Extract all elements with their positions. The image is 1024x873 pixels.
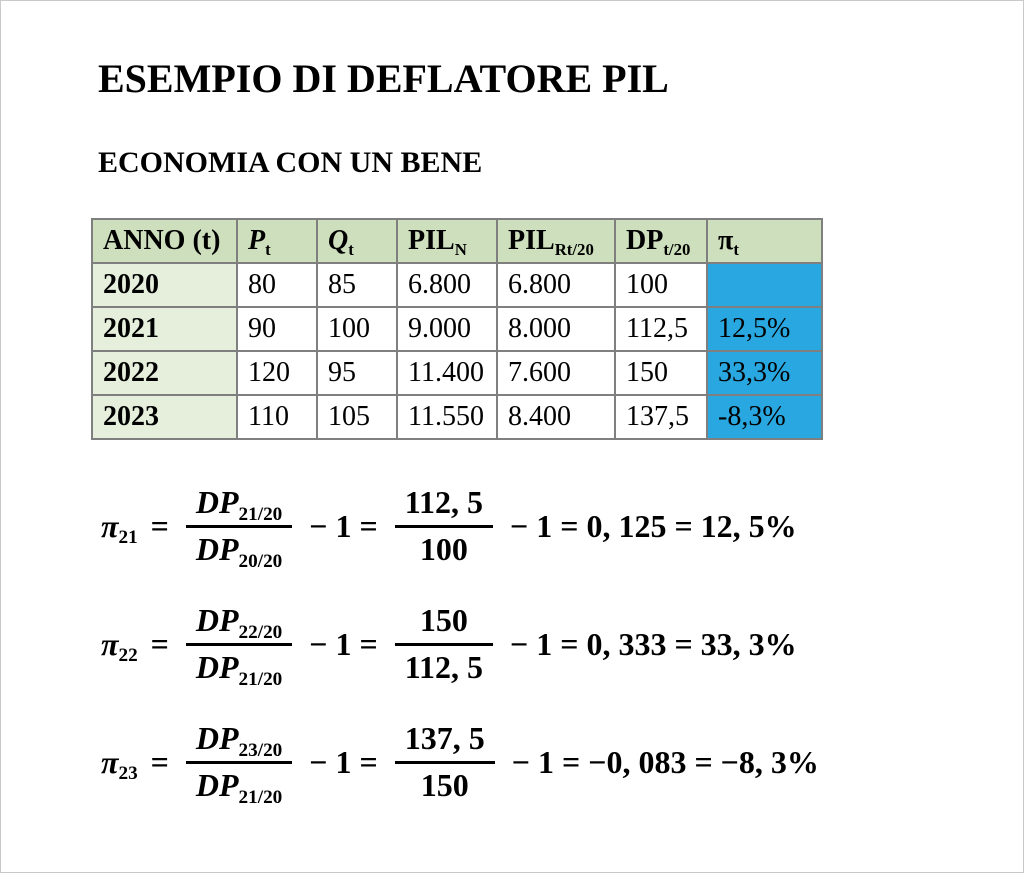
equals-sign: =	[150, 625, 169, 662]
page-title: ESEMPIO DI DEFLATORE PIL	[98, 56, 669, 101]
header-inflation: πt	[706, 218, 823, 264]
formula-section: π21 = DP21/20 DP20/20 − 1 = 112, 5 100 −…	[101, 474, 1023, 814]
formula-pi22: π22 = DP22/20 DP21/20 − 1 = 150 112, 5 −…	[101, 592, 1023, 696]
cell-pil-real: 6.800	[496, 262, 616, 308]
header-pil-real: PILRt/20	[496, 218, 616, 264]
table-row: 2022 120 95 11.400 7.600 150 33,3%	[91, 350, 823, 396]
cell-inflation: -8,3%	[706, 394, 823, 440]
cell-inflation: 12,5%	[706, 306, 823, 352]
cell-pil-real: 8.000	[496, 306, 616, 352]
cell-quantity: 105	[316, 394, 398, 440]
deflator-ratio-fraction: DP22/20 DP21/20	[185, 602, 293, 690]
cell-deflator: 112,5	[614, 306, 708, 352]
cell-price: 110	[236, 394, 318, 440]
minus-one-equals: − 1 =	[309, 625, 378, 662]
page-subtitle: ECONOMIA CON UN BENE	[98, 146, 483, 179]
minus-one-equals: − 1 =	[309, 743, 378, 780]
cell-pil-real: 8.400	[496, 394, 616, 440]
numeric-fraction: 150 112, 5	[394, 602, 493, 686]
header-price: Pt	[236, 218, 318, 264]
formula-result: − 1 = 0, 333 = 33, 3%	[509, 625, 797, 662]
cell-price: 90	[236, 306, 318, 352]
formula-result: − 1 = −0, 083 = −8, 3%	[511, 743, 819, 780]
cell-quantity: 100	[316, 306, 398, 352]
cell-price: 80	[236, 262, 318, 308]
cell-inflation	[706, 262, 823, 308]
cell-deflator: 150	[614, 350, 708, 396]
cell-year: 2023	[91, 394, 238, 440]
cell-pil-nominal: 6.800	[396, 262, 498, 308]
cell-pil-real: 7.600	[496, 350, 616, 396]
minus-one-equals: − 1 =	[309, 507, 378, 544]
formula-lhs: π21	[101, 507, 138, 549]
cell-price: 120	[236, 350, 318, 396]
formula-result: − 1 = 0, 125 = 12, 5%	[509, 507, 797, 544]
cell-deflator: 100	[614, 262, 708, 308]
formula-pi23: π23 = DP23/20 DP21/20 − 1 = 137, 5 150 −…	[101, 710, 1023, 814]
cell-quantity: 85	[316, 262, 398, 308]
table-row: 2020 80 85 6.800 6.800 100	[91, 262, 823, 308]
cell-pil-nominal: 11.400	[396, 350, 498, 396]
header-anno-label: ANNO (t)	[103, 225, 221, 256]
cell-quantity: 95	[316, 350, 398, 396]
cell-year: 2022	[91, 350, 238, 396]
cell-year: 2020	[91, 262, 238, 308]
numeric-fraction: 112, 5 100	[394, 484, 493, 568]
formula-pi21: π21 = DP21/20 DP20/20 − 1 = 112, 5 100 −…	[101, 474, 1023, 578]
numeric-fraction: 137, 5 150	[394, 720, 495, 804]
cell-deflator: 137,5	[614, 394, 708, 440]
cell-pil-nominal: 11.550	[396, 394, 498, 440]
table-header-row: ANNO (t) Pt Qt PILN PILRt/20 DPt/20 πt	[91, 218, 823, 264]
deflator-ratio-fraction: DP21/20 DP20/20	[185, 484, 293, 572]
cell-inflation: 33,3%	[706, 350, 823, 396]
table-row: 2023 110 105 11.550 8.400 137,5 -8,3%	[91, 394, 823, 440]
equals-sign: =	[150, 507, 169, 544]
cell-pil-nominal: 9.000	[396, 306, 498, 352]
header-quantity: Qt	[316, 218, 398, 264]
header-anno: ANNO (t)	[91, 218, 238, 264]
table-row: 2021 90 100 9.000 8.000 112,5 12,5%	[91, 306, 823, 352]
cell-year: 2021	[91, 306, 238, 352]
formula-lhs: π23	[101, 743, 138, 785]
header-pil-nominal: PILN	[396, 218, 498, 264]
header-deflator: DPt/20	[614, 218, 708, 264]
formula-lhs: π22	[101, 625, 138, 667]
deflator-table: ANNO (t) Pt Qt PILN PILRt/20 DPt/20 πt 2…	[91, 218, 823, 440]
equals-sign: =	[150, 743, 169, 780]
deflator-ratio-fraction: DP23/20 DP21/20	[185, 720, 293, 808]
